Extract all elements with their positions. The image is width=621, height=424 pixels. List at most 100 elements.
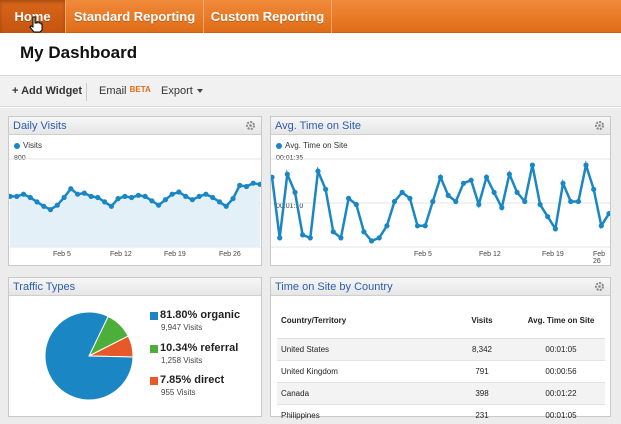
avg-time-chart (271, 158, 610, 248)
data-point (129, 194, 135, 201)
direct-visits: 955 Visits (161, 388, 196, 397)
daily-visits-chart (9, 158, 261, 248)
series-area (10, 183, 260, 247)
legend-label: Visits (23, 141, 42, 150)
data-point (583, 162, 589, 168)
data-point (176, 189, 182, 195)
data-point (135, 192, 141, 198)
data-point (14, 193, 20, 199)
email-label: Email (99, 85, 127, 97)
data-point (499, 205, 505, 211)
table-row: Philippines 231 00:01:05 (277, 404, 605, 424)
data-point (460, 180, 467, 186)
data-point (88, 193, 94, 199)
gear-icon[interactable] (594, 120, 605, 131)
x-tick-label: Feb 19 (164, 251, 186, 258)
data-point (223, 203, 229, 209)
data-point (34, 199, 40, 205)
add-widget-button[interactable]: + Add Widget (12, 85, 83, 97)
x-tick-label: Feb 12 (110, 251, 132, 258)
direct-swatch (150, 377, 158, 385)
data-point (407, 195, 413, 201)
table-cell: 8,342 (447, 338, 517, 361)
organic-slice (44, 311, 134, 401)
table-row: Canada 398 00:01:22 (277, 382, 605, 405)
data-point (149, 198, 155, 204)
data-point (142, 193, 148, 199)
data-point (506, 171, 512, 177)
widget-header: Time on Site by Country (271, 278, 610, 296)
data-point (491, 189, 497, 195)
data-point (414, 223, 421, 229)
column-header[interactable]: Visits (447, 304, 517, 339)
export-label: Export (161, 85, 193, 97)
avg-time-widget: Avg. Time on Site Avg. Time on Site 00:0… (270, 116, 611, 266)
data-point (203, 191, 209, 197)
data-point (41, 203, 47, 209)
data-point (522, 198, 528, 205)
traffic-types-widget: Traffic Types 81.80% organic 9,947 Visit… (8, 277, 262, 417)
data-point (353, 201, 359, 208)
data-point (156, 202, 162, 208)
table-cell: United States (277, 338, 447, 361)
top-navigation: Home Standard Reporting Custom Reporting (0, 0, 621, 33)
data-point (422, 223, 428, 229)
data-point (300, 232, 306, 238)
table-cell: 00:01:22 (517, 382, 605, 405)
data-point (108, 203, 114, 209)
data-point (162, 197, 168, 203)
data-point (483, 174, 490, 180)
data-point (81, 190, 87, 196)
data-point (277, 235, 283, 241)
tab-standard-reporting-label: Standard Reporting (73, 9, 196, 24)
data-point (391, 198, 398, 205)
data-point (369, 238, 375, 244)
table-row: United Kingdom 791 00:00:56 (277, 360, 605, 383)
x-tick-label: Feb 26 (219, 251, 241, 258)
data-point (453, 198, 459, 205)
widget-header: Daily Visits (9, 117, 261, 135)
referral-legend-label: 10.34% referral (160, 342, 239, 354)
organic-legend-label: 81.80% organic (160, 309, 241, 321)
table-cell: Philippines (277, 404, 447, 424)
data-point (323, 186, 329, 192)
tab-custom-reporting[interactable]: Custom Reporting (204, 0, 332, 33)
data-point (361, 229, 367, 235)
data-point (537, 201, 543, 208)
table-cell: 00:00:56 (517, 360, 605, 383)
export-button[interactable]: Export (161, 85, 203, 97)
table-header-row: Country/Territory Visits Avg. Time on Si… (277, 304, 605, 339)
gear-icon[interactable] (245, 120, 256, 131)
data-point (61, 194, 67, 201)
organic-visits: 9,947 Visits (161, 323, 203, 332)
data-point (430, 198, 436, 205)
data-point (20, 191, 27, 197)
widget-title: Time on Site by Country (275, 281, 393, 293)
column-header[interactable]: Avg. Time on Site (517, 304, 605, 339)
data-point (568, 198, 574, 205)
organic-swatch (150, 312, 158, 320)
data-point (189, 197, 195, 203)
tab-standard-reporting[interactable]: Standard Reporting (66, 0, 204, 33)
traffic-pie-chart (44, 311, 134, 401)
data-point (292, 189, 298, 195)
data-point (468, 177, 474, 183)
data-point (591, 186, 597, 192)
table-cell: United Kingdom (277, 360, 447, 383)
data-point (54, 202, 60, 208)
data-point (529, 162, 535, 168)
widget-title: Daily Visits (13, 120, 67, 132)
data-point (346, 195, 352, 201)
chart-legend: Avg. Time on Site (276, 141, 348, 150)
column-header[interactable]: Country/Territory (277, 304, 447, 339)
y-tick-label: 00:01:10 (276, 203, 304, 210)
table-row: United States 8,342 00:01:05 (277, 338, 605, 361)
email-button[interactable]: Email BETA (99, 85, 151, 97)
legend-label: Avg. Time on Site (285, 141, 348, 150)
data-point (338, 235, 344, 241)
table-cell: 791 (447, 360, 517, 383)
gear-icon[interactable] (594, 281, 605, 292)
daily-visits-widget: Daily Visits Visits 800 400 Feb 5 Feb 12… (8, 116, 262, 266)
referral-visits: 1,258 Visits (161, 356, 203, 365)
x-tick-label: Feb 12 (479, 251, 501, 258)
